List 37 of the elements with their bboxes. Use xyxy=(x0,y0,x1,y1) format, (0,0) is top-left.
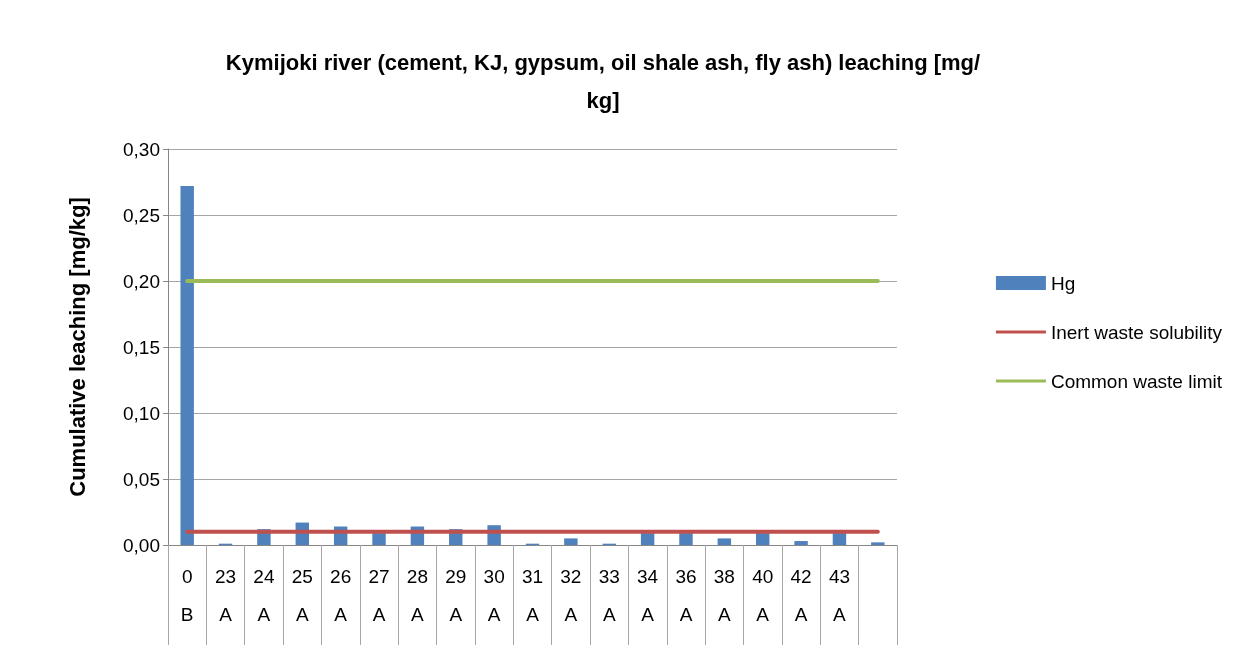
x-tick-label: 43 A xyxy=(828,565,851,625)
x-tick-label: 27 A xyxy=(368,565,390,625)
bar xyxy=(180,185,194,545)
x-tick-label: 24 A xyxy=(253,565,275,625)
x-tick-label: 29 A xyxy=(445,565,467,625)
x-tick-label: 38 A xyxy=(713,565,735,625)
x-tick-label: 42 A xyxy=(790,565,812,625)
x-tick-label: 23 A xyxy=(214,565,237,625)
x-tick-label: 26 A xyxy=(330,565,352,625)
legend-label: Inert waste solubility xyxy=(1050,321,1223,343)
x-tick-label: 36 A xyxy=(675,565,697,625)
x-tick-label: 34 A xyxy=(637,565,659,625)
y-tick-label: 0,05 xyxy=(123,468,160,490)
legend-label: Common waste limit xyxy=(1050,370,1223,392)
bar xyxy=(372,533,386,545)
x-tick-label: 25 A xyxy=(291,565,313,625)
bar xyxy=(679,533,693,545)
x-tick-label: 0 B xyxy=(180,565,194,625)
x-tick-label: 31 A xyxy=(521,565,544,625)
y-tick-label: 0,15 xyxy=(123,336,160,358)
bar xyxy=(564,538,578,545)
x-tick-label: 32 A xyxy=(560,565,582,625)
y-tick-label: 0,20 xyxy=(123,270,160,292)
y-tick-label: 0,00 xyxy=(123,534,160,556)
bar xyxy=(794,541,808,545)
x-tick-label: 28 A xyxy=(406,565,428,625)
y-tick-label: 0,30 xyxy=(123,138,160,160)
y-tick-label: 0,10 xyxy=(123,402,160,424)
legend-label: Hg xyxy=(1050,272,1076,294)
x-tick-label: 30 A xyxy=(483,565,505,625)
chart-title: Kymijoki river (cement, KJ, gypsum, oil shale ash, fly ash) leaching [mg/kg] xyxy=(225,49,981,113)
x-tick-label: 40 A xyxy=(752,565,774,625)
bar xyxy=(717,538,732,545)
y-tick-label: 0,25 xyxy=(123,204,160,226)
bar xyxy=(871,542,885,545)
x-tick-label: 33 A xyxy=(598,565,620,625)
y-axis-title: Cumulative leaching [mg/kg] xyxy=(64,197,90,497)
